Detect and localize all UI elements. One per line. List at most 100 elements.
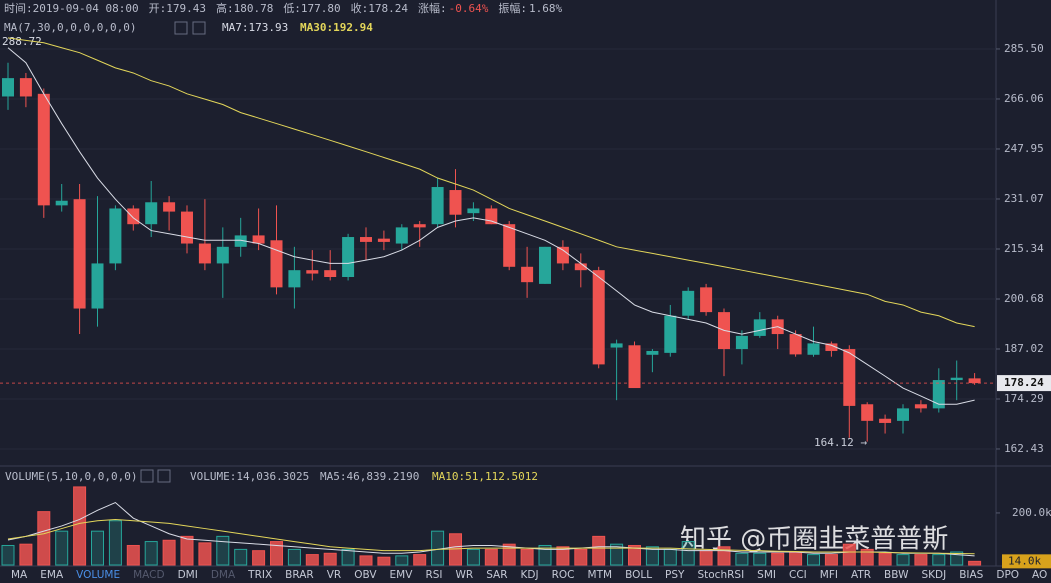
candle-body	[664, 315, 677, 353]
candle-body	[556, 246, 569, 264]
header-field: 开:179.43	[149, 2, 206, 15]
volume-bar	[91, 530, 104, 566]
candle-body	[592, 270, 605, 365]
candle-body	[37, 93, 50, 206]
volume-bar	[520, 548, 534, 566]
candle-body	[950, 377, 963, 381]
volume-bar	[556, 546, 570, 566]
candle-body	[789, 334, 802, 355]
candle-body	[163, 202, 176, 212]
volume-bar	[108, 520, 122, 566]
volume-bar	[628, 544, 641, 566]
ma30-legend: MA30:192.94	[300, 21, 373, 34]
candle-body	[109, 208, 122, 264]
volume-ma10-legend: MA10:51,112.5012	[432, 470, 538, 483]
indicator-tab[interactable]: DMA	[211, 569, 236, 581]
indicator-tab[interactable]: MACD	[133, 569, 164, 581]
indicator-tab[interactable]: TRIX	[247, 569, 272, 581]
candle-body	[646, 350, 659, 355]
current-price-label: 178.24	[1004, 376, 1044, 389]
indicator-tab[interactable]: MTM	[588, 569, 613, 581]
indicator-tab[interactable]: PSY	[665, 569, 685, 581]
indicator-tab[interactable]: ATR	[851, 569, 871, 581]
indicator-tab[interactable]: ROC	[552, 569, 575, 581]
candle-body	[360, 237, 372, 242]
indicator-tab[interactable]: MA	[11, 569, 28, 581]
volume-bar	[574, 548, 588, 566]
y-tick-label: 187.02	[1004, 342, 1044, 355]
volume-bar	[610, 543, 624, 566]
y-tick-label: 266.06	[1004, 92, 1044, 105]
indicator-tab[interactable]: AO	[1032, 569, 1047, 581]
indicator-tab[interactable]: OBV	[354, 569, 377, 581]
volume-bar	[538, 544, 552, 566]
candle-body	[861, 404, 874, 421]
volume-bar	[663, 548, 677, 566]
indicator-tab[interactable]: DMI	[178, 569, 198, 581]
volume-bar	[287, 548, 301, 566]
candle-body	[914, 404, 927, 409]
header-field: 振幅:	[498, 1, 527, 15]
volume-bar	[681, 541, 695, 566]
indicator-tab[interactable]: CCI	[789, 569, 807, 581]
volume-current-box	[1002, 554, 1051, 569]
candle-body	[843, 349, 856, 406]
header-field: 涨幅:	[418, 2, 447, 15]
candle-body	[270, 240, 283, 288]
volume-bar	[824, 554, 838, 566]
indicator-tab[interactable]: EMA	[40, 569, 64, 581]
volume-bar	[878, 552, 892, 566]
y-tick-label: 215.34	[1004, 242, 1044, 255]
volume-bar	[37, 511, 51, 566]
indicator-tab[interactable]: SMI	[757, 569, 776, 581]
y-tick-label: 247.95	[1004, 142, 1044, 155]
volume-bar	[771, 552, 785, 566]
indicator-tab[interactable]: SKDJ	[921, 569, 946, 581]
candle-body	[897, 408, 909, 421]
low-annotation: 164.12 →	[814, 436, 867, 449]
volume-bar	[341, 548, 355, 566]
indicator-tab[interactable]: MFI	[820, 569, 838, 581]
icon-settings[interactable]	[174, 21, 188, 35]
indicator-tab[interactable]: BBW	[884, 569, 909, 581]
icon-close[interactable]	[157, 469, 171, 483]
volume-bar	[144, 541, 158, 566]
volume-bar	[198, 542, 212, 566]
candle-body	[574, 263, 587, 271]
indicator-tab[interactable]: BRAR	[285, 569, 314, 581]
y-tick-label: 174.29	[1004, 392, 1044, 405]
y-tick-label: 231.07	[1004, 192, 1044, 205]
candle-body	[610, 343, 623, 348]
icon-settings[interactable]	[140, 469, 154, 483]
candle-body	[521, 266, 534, 283]
volume-bar	[753, 552, 767, 566]
candle-body	[539, 246, 551, 284]
indicator-tab[interactable]: BIAS	[959, 569, 983, 581]
icon-close[interactable]	[192, 21, 206, 35]
indicator-tab[interactable]: SAR	[486, 569, 507, 581]
candle-body	[216, 246, 229, 264]
indicator-tab[interactable]: VOLUME	[76, 569, 120, 581]
indicator-tab[interactable]: BOLL	[625, 569, 652, 581]
candle-body	[73, 199, 86, 309]
candle-body	[181, 211, 193, 244]
indicator-tab[interactable]: StochRSI	[697, 569, 744, 581]
indicator-tab[interactable]: KDJ	[521, 569, 539, 581]
indicator-tab[interactable]: RSI	[425, 569, 442, 581]
indicator-tab[interactable]: WR	[456, 569, 474, 581]
volume-legend-title: VOLUME(5,10,0,0,0,0)	[5, 470, 137, 483]
indicator-tab[interactable]: VR	[327, 569, 341, 581]
header-field: 1.68%	[529, 2, 562, 15]
volume-bar	[323, 552, 337, 566]
volume-bar	[502, 543, 516, 566]
y-tick-label: 200.68	[1004, 292, 1044, 305]
indicator-tab[interactable]: DPO	[996, 569, 1019, 581]
volume-bar	[1, 544, 15, 566]
y-tick-label: 162.43	[1004, 442, 1044, 455]
indicator-tab[interactable]: EMV	[390, 569, 414, 581]
volume-bar	[484, 548, 498, 566]
candle-body	[682, 290, 695, 316]
volume-bar	[126, 544, 140, 566]
volume-bar	[162, 539, 176, 566]
